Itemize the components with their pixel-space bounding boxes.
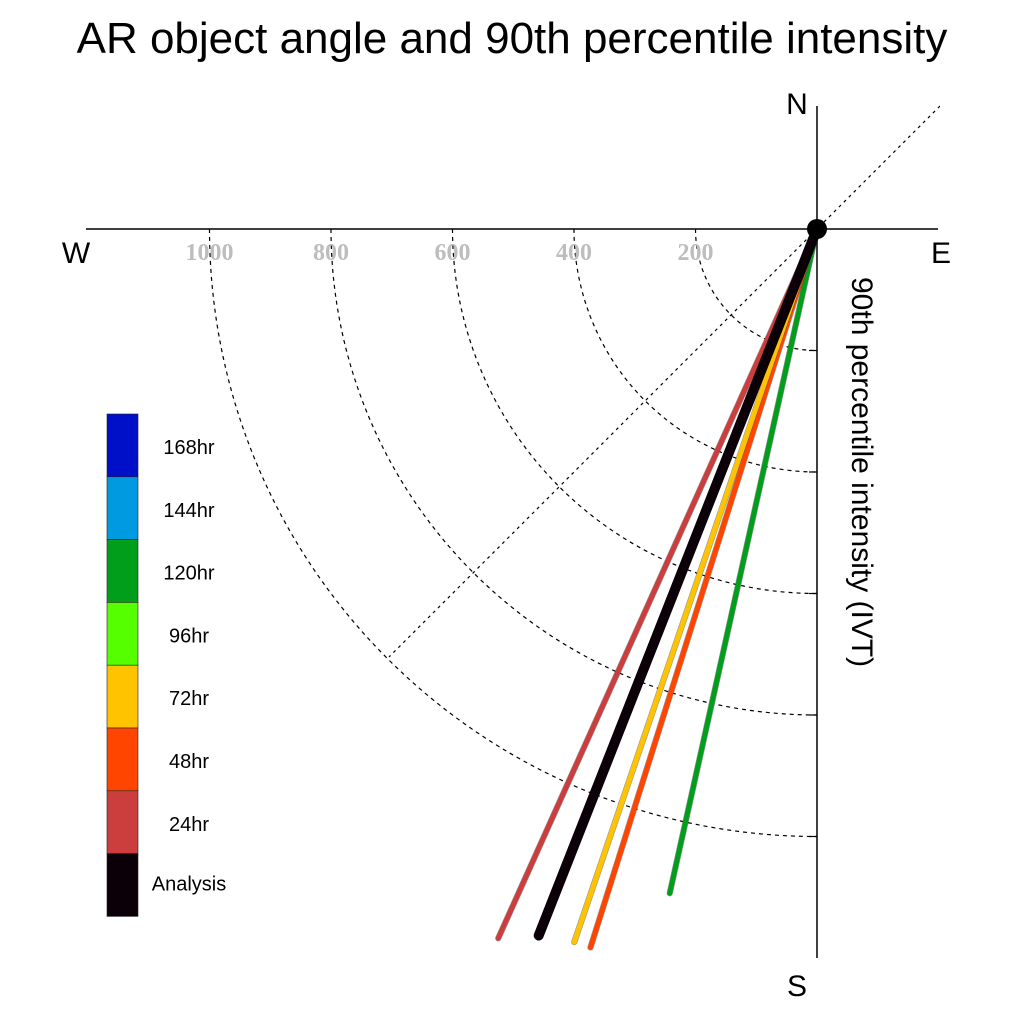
compass-east-label: E — [931, 237, 951, 270]
legend-swatch — [106, 727, 139, 792]
radial-tick-label: 600 — [435, 240, 471, 266]
radial-axis-title: 90th percentile intensity (IVT) — [845, 277, 878, 667]
series-vector-72hr — [571, 226, 820, 945]
radial-tick-label: 200 — [678, 240, 714, 266]
legend-label: 96hr — [169, 625, 209, 647]
legend-label: 48hr — [169, 751, 209, 773]
legend: 168hr 144hr 120hr 96hr 72hr 48hr 24hr Analysis — [106, 413, 226, 917]
radial-tick-labels: 200 400 600 800 1000 — [186, 240, 714, 266]
legend-swatch — [106, 602, 139, 666]
grid-ring — [208, 228, 818, 838]
legend-swatch — [106, 853, 139, 917]
grid-ring — [330, 228, 818, 716]
origin-dot — [807, 219, 827, 239]
legend-label: Analysis — [152, 874, 226, 896]
legend-label: 24hr — [169, 814, 209, 836]
chart-title: AR object angle and 90th percentile inte… — [76, 14, 948, 63]
grid-ring — [694, 228, 818, 352]
legend-swatch — [106, 539, 139, 603]
legend-label: 168hr — [163, 437, 214, 459]
compass-south-label: S — [787, 970, 807, 1003]
legend-label: 144hr — [163, 500, 214, 522]
compass-north-label: N — [786, 88, 808, 121]
compass-axes — [86, 106, 938, 958]
series-vector-24hr — [495, 226, 820, 941]
radial-tick-label: 1000 — [186, 240, 234, 266]
legend-label: 72hr — [169, 688, 209, 710]
legend-swatch — [106, 664, 139, 729]
legend-swatch — [106, 413, 139, 478]
legend-swatch — [106, 476, 139, 540]
series-vector-120hr — [667, 226, 820, 896]
series-vectors — [495, 224, 822, 951]
series-vector-analysis — [533, 224, 822, 941]
radial-tick-label: 400 — [556, 240, 592, 266]
radial-tick-label: 800 — [313, 240, 349, 266]
legend-swatch — [106, 790, 139, 854]
grid-rings — [208, 105, 940, 838]
legend-label: 120hr — [163, 563, 214, 585]
compass-west-label: W — [62, 237, 91, 270]
